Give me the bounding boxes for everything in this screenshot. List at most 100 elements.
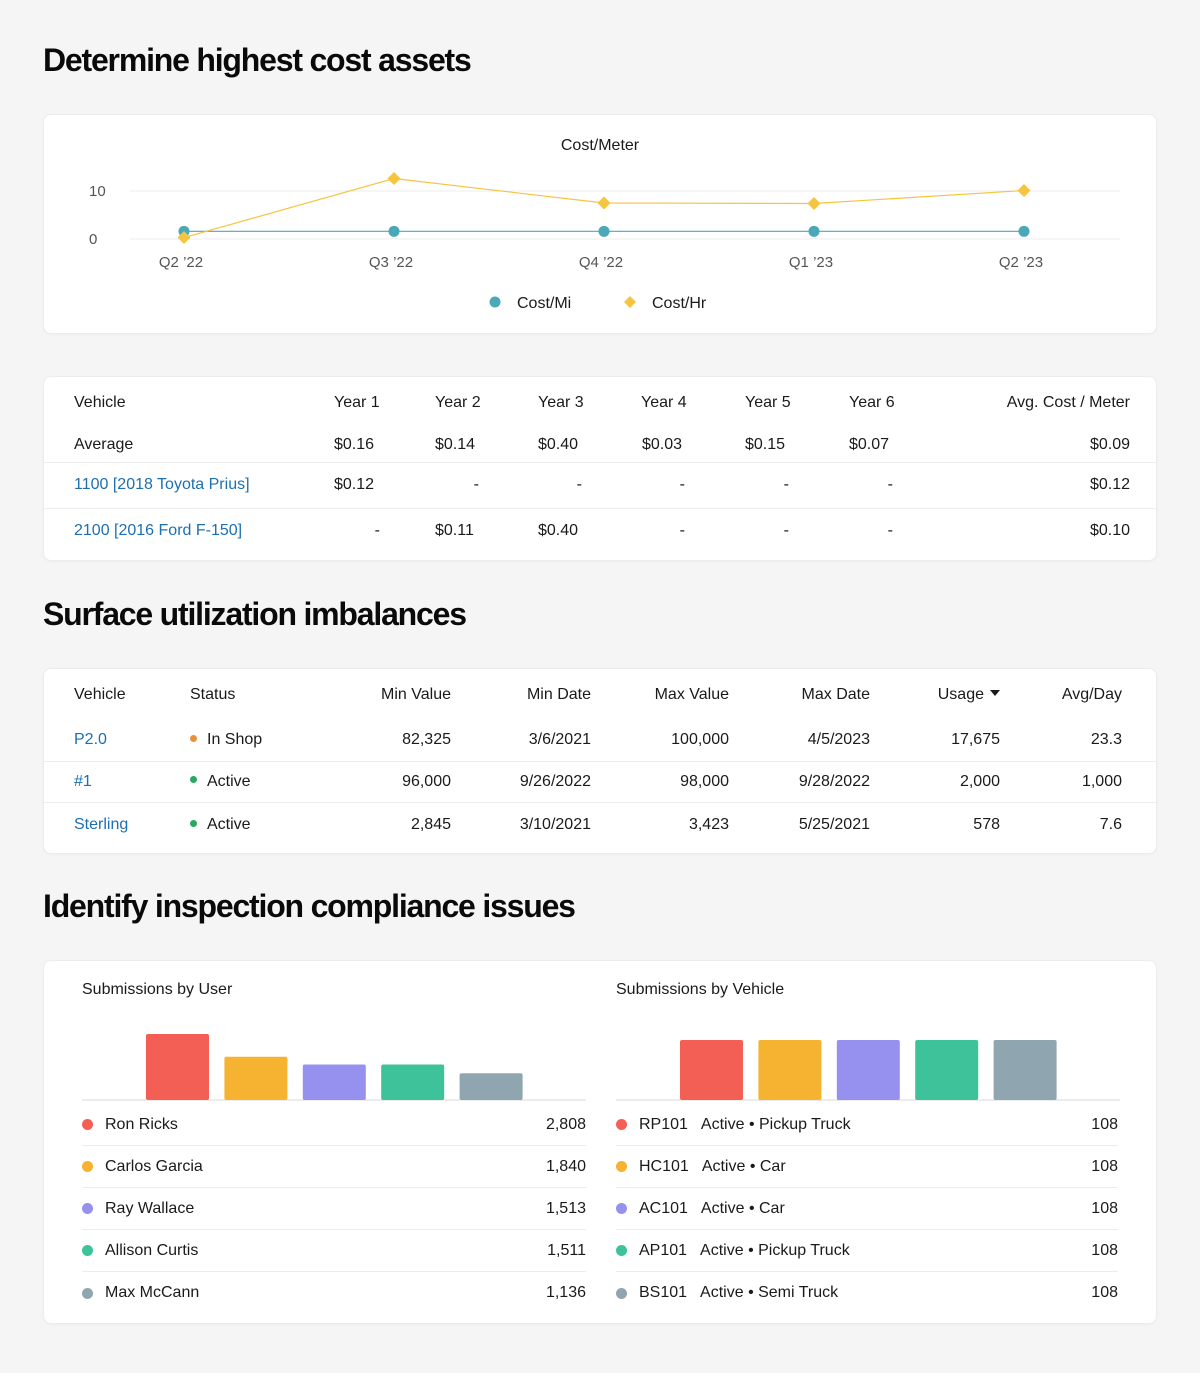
year-cell: - (887, 522, 893, 540)
legend-circle-icon (489, 296, 501, 308)
max-date-cell: 9/28/2022 (798, 772, 870, 790)
submission-count: 1,513 (545, 1199, 586, 1217)
cost-hr-point[interactable] (807, 196, 821, 210)
list-item[interactable]: BS101 Active • Semi Truck 108 (616, 1272, 1118, 1314)
list-item[interactable]: HC101 Active • Car 108 (616, 1146, 1118, 1188)
x-tick-label: Q1 ’23 (789, 254, 833, 271)
usage-cell: 578 (973, 816, 1000, 834)
col-header-usage[interactable]: Usage (870, 669, 1000, 720)
col-header-avg-day: Avg/Day (1061, 685, 1122, 703)
color-dot-icon (616, 1203, 627, 1214)
color-dot-icon (616, 1119, 627, 1130)
col-header-status: Status (190, 685, 236, 703)
cost-mi-point[interactable] (598, 225, 610, 237)
list-item[interactable]: Allison Curtis 1,511 (82, 1230, 586, 1272)
list-item[interactable]: Ray Wallace 1,513 (82, 1188, 586, 1230)
submissions-by-user-title: Submissions by User (82, 981, 233, 998)
year-cell: $0.40 (538, 522, 579, 540)
cost-table: Vehicle Year 1 Year 2 Year 3 Year 4 Year… (44, 377, 1156, 554)
table-row: 2100 [2016 Ford F-150] - $0.11 $0.40 - - - $0.1… (44, 508, 1156, 554)
bar-vehicle[interactable] (836, 1040, 900, 1100)
list-item[interactable]: Max McCann 1,136 (82, 1272, 586, 1314)
table-header-row: Vehicle Status Min Value Min Date Max Va… (44, 669, 1156, 720)
submission-count: 1,840 (545, 1157, 586, 1175)
cost-hr-point[interactable] (597, 196, 611, 210)
list-item[interactable]: Ron Ricks 2,808 (82, 1104, 586, 1146)
usage-label: Usage (937, 685, 984, 703)
color-dot-icon (82, 1161, 93, 1172)
bar-vehicle[interactable] (680, 1040, 743, 1100)
status-cell: Active (190, 761, 310, 802)
color-dot-icon (82, 1287, 93, 1299)
bar-vehicle[interactable] (915, 1040, 979, 1100)
usage-cell: 17,675 (951, 731, 1000, 749)
min-value-cell: 82,325 (402, 731, 451, 749)
section-title-utilization: Surface utilization imbalances (43, 596, 467, 632)
avg-cell: 7.6 (1099, 816, 1122, 834)
col-header-max-date: Max Date (801, 685, 870, 703)
cost-mi-point[interactable] (388, 225, 400, 237)
utilization-table: Vehicle Status Min Value Min Date Max Va… (44, 669, 1156, 848)
cost-mi-point[interactable] (808, 225, 820, 237)
x-tick-label: Q2 ’23 (999, 254, 1043, 271)
utilization-table-card: Vehicle Status Min Value Min Date Max Va… (43, 668, 1157, 854)
cost-meter-line-chart: 10 0 Q2 ’22 Q3 ’22 Q4 ’22 Q1 ’23 Q2 ’23 Cost/Mi… (89, 172, 1120, 312)
legend-diamond-icon (624, 296, 636, 308)
max-date-cell: 4/5/2023 (807, 731, 870, 749)
year-cell: - (783, 476, 789, 493)
vehicle-id: AP101 (639, 1241, 688, 1259)
cost-hr-point[interactable] (387, 172, 401, 186)
list-item[interactable]: RP101 Active • Pickup Truck 108 (616, 1104, 1118, 1146)
col-header-avg-cost: Avg. Cost / Meter (1006, 393, 1130, 411)
year-cell: $0.12 (334, 476, 375, 493)
vehicle-cell[interactable]: 1100 [2018 Toyota Prius] (74, 476, 250, 493)
year-cell: $0.07 (849, 435, 890, 453)
year-cell: - (679, 522, 685, 540)
status-label: In Shop (207, 731, 263, 749)
list-item[interactable]: AC101 Active • Car 108 (616, 1188, 1118, 1230)
color-dot-icon (82, 1245, 93, 1256)
table-row: 1100 [2018 Toyota Prius] $0.12 - - - - - $0.12 (44, 462, 1156, 508)
table-row: P2.0 In Shop 82,325 3/6/2021 100,000 4/5/2023… (44, 720, 1156, 761)
submissions-card: Submissions by User Submissions by Vehic… (43, 960, 1157, 1324)
bar-vehicle[interactable] (758, 1040, 822, 1100)
table-row: Sterling Active 2,845 3/10/2021 3,423 5/25/20… (44, 802, 1156, 848)
year-cell: $0.40 (538, 435, 579, 453)
max-date-cell: 5/25/2021 (798, 816, 870, 834)
vehicle-link[interactable]: P2.0 (74, 731, 107, 749)
x-tick-label: Q2 ’22 (159, 254, 203, 271)
col-header-max-value: Max Value (654, 685, 729, 703)
year-cell: - (473, 476, 479, 493)
col-header-year5: Year 5 (745, 393, 791, 411)
y-tick-label: 0 (89, 231, 97, 248)
avg-cost-cell: $0.09 (1089, 435, 1130, 453)
bar-user[interactable] (146, 1034, 209, 1100)
user-name: Ray Wallace (105, 1199, 195, 1217)
min-value-cell: 96,000 (402, 772, 451, 790)
bar-user[interactable] (224, 1056, 288, 1100)
submission-count: 1,136 (545, 1284, 586, 1301)
bar-user[interactable] (302, 1064, 366, 1100)
avg-cell: 23.3 (1090, 731, 1122, 749)
vehicle-link[interactable]: #1 (74, 772, 92, 790)
submissions-by-vehicle-title: Submissions by Vehicle (616, 981, 785, 998)
legend-label: Cost/Hr (652, 295, 707, 312)
user-name: Ron Ricks (105, 1115, 178, 1133)
vehicle-link[interactable]: Sterling (74, 816, 129, 834)
color-dot-icon (82, 1119, 93, 1130)
cost-hr-point[interactable] (177, 231, 191, 245)
col-header-year4: Year 4 (641, 393, 687, 411)
max-value-cell: 100,000 (671, 731, 729, 749)
cost-mi-point[interactable] (1018, 225, 1030, 237)
list-item[interactable]: Carlos Garcia 1,840 (82, 1146, 586, 1188)
max-value-cell: 3,423 (688, 816, 729, 834)
section-title-cost: Determine highest cost assets (43, 42, 472, 78)
bar-user[interactable] (459, 1073, 523, 1100)
col-header-min-value: Min Value (381, 685, 451, 703)
bar-vehicle[interactable] (993, 1040, 1057, 1100)
cost-hr-point[interactable] (1017, 184, 1031, 198)
list-item[interactable]: AP101 Active • Pickup Truck 108 (616, 1230, 1118, 1272)
bar-user[interactable] (381, 1064, 445, 1100)
vehicle-cell[interactable]: 2100 [2016 Ford F-150] (74, 522, 243, 540)
color-dot-icon (616, 1287, 627, 1299)
